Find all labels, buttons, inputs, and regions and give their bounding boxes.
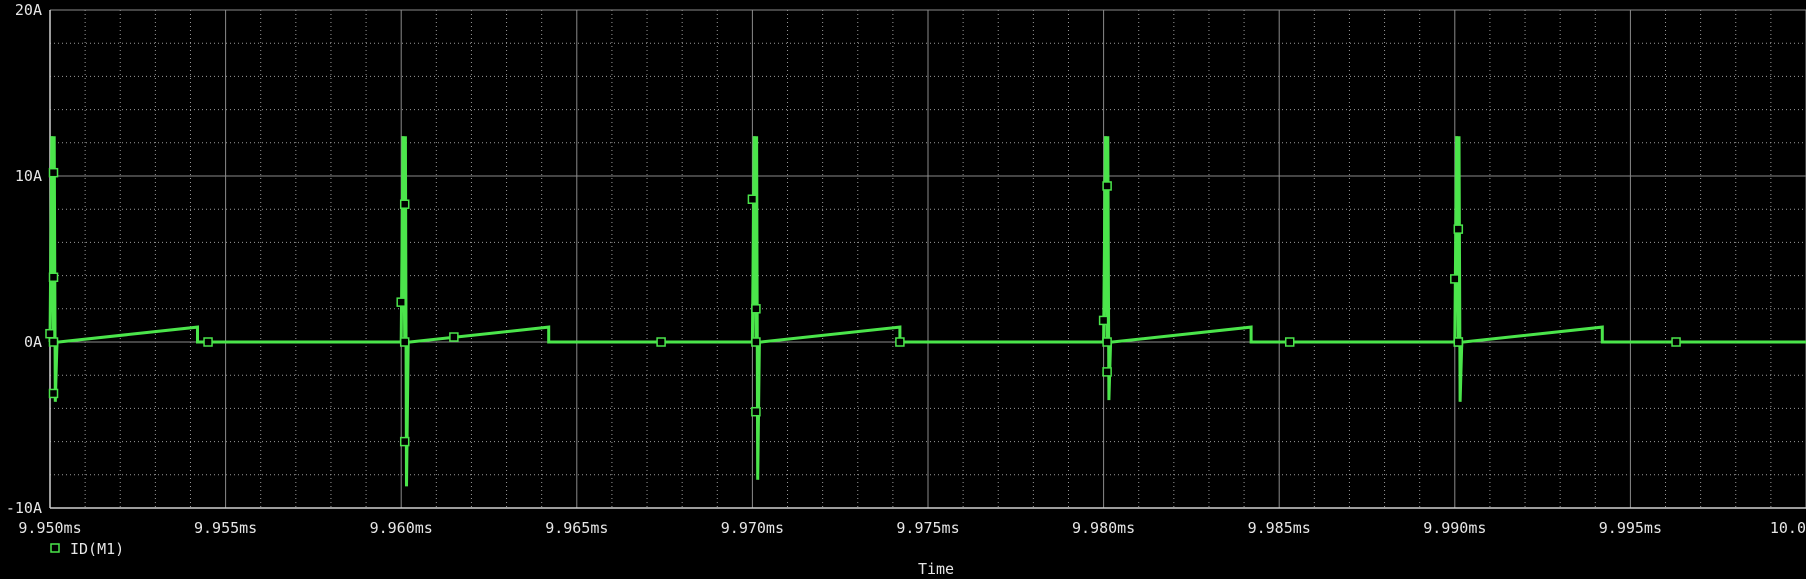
- data-marker: [48, 167, 59, 178]
- legend-series-name: ID(M1): [70, 540, 124, 558]
- data-marker: [399, 436, 410, 447]
- data-marker: [751, 304, 761, 314]
- grid: [49, 9, 1806, 509]
- data-marker: [45, 328, 55, 339]
- data-marker: [1450, 274, 1460, 284]
- x-tick-label: 9.985ms: [1248, 519, 1311, 537]
- data-marker: [1453, 337, 1464, 347]
- data-marker: [895, 337, 905, 347]
- x-tick-label: 9.980ms: [1072, 519, 1135, 537]
- y-tick-labels: -10A 0A 10A 20A: [6, 1, 42, 517]
- marker-layer: [45, 167, 1681, 447]
- x-tick-label: 9.975ms: [896, 519, 959, 537]
- x-tick-label: 9.960ms: [370, 519, 433, 537]
- y-tick-label: 20A: [15, 1, 42, 19]
- y-tick-label: 10A: [15, 167, 42, 185]
- data-marker: [1098, 315, 1109, 326]
- data-marker: [399, 199, 410, 209]
- y-tick-label: 0A: [24, 333, 42, 351]
- data-marker: [48, 388, 59, 399]
- x-tick-label: 9.965ms: [545, 519, 608, 537]
- data-marker: [1671, 337, 1681, 347]
- data-marker: [48, 337, 59, 347]
- data-marker: [396, 297, 406, 307]
- x-tick-label: 9.955ms: [194, 519, 257, 537]
- legend-marker-square: [50, 543, 60, 553]
- data-marker: [1102, 367, 1112, 377]
- x-axis-label: Time: [918, 560, 954, 578]
- x-tick-label: 9.950ms: [18, 519, 81, 537]
- data-marker: [1102, 337, 1112, 347]
- x-tick-labels: 9.950ms 9.955ms 9.960ms 9.965ms 9.970ms 9.975…: [18, 519, 1806, 537]
- data-marker: [656, 337, 666, 347]
- y-tick-label: -10A: [6, 499, 42, 517]
- x-tick-label: 9.990ms: [1423, 519, 1486, 537]
- data-marker: [48, 272, 59, 283]
- x-tick-label: 9.995ms: [1599, 519, 1662, 537]
- data-marker: [1453, 224, 1464, 234]
- data-marker: [399, 337, 410, 347]
- x-tick-label: 9.970ms: [721, 519, 784, 537]
- data-marker: [747, 194, 758, 204]
- data-marker: [203, 337, 213, 347]
- legend[interactable]: ID(M1): [50, 540, 124, 558]
- data-marker: [449, 332, 459, 342]
- data-marker: [1102, 181, 1112, 191]
- data-marker: [751, 406, 761, 417]
- data-marker: [751, 337, 761, 347]
- data-marker: [1284, 337, 1295, 347]
- x-tick-label: 10.000ms: [1770, 519, 1806, 537]
